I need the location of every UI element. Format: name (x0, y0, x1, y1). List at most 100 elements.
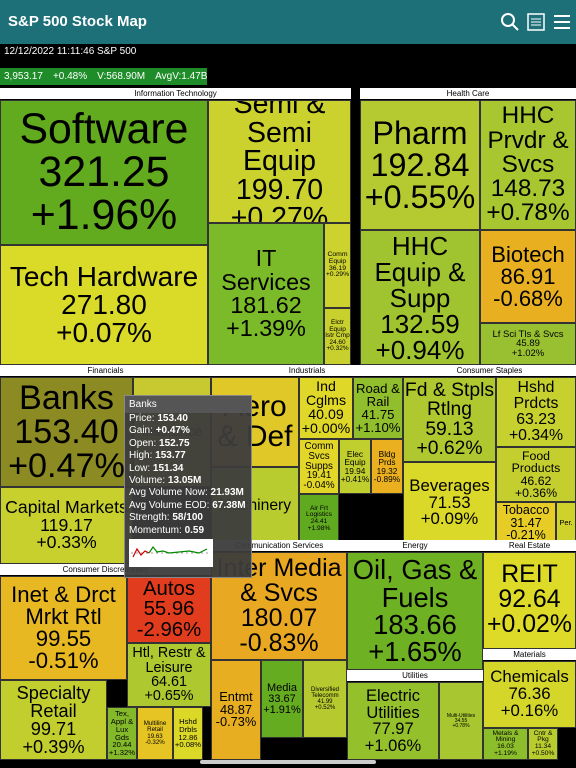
tile-name: Multiline Retail (143, 720, 167, 734)
sector-tile[interactable]: Htl, Restr & Leisure 64.61 +0.65% (127, 643, 211, 707)
sector-tile[interactable]: IT Services 181.62 +1.39% (208, 223, 324, 365)
sector-tile[interactable]: Entmt 48.87 -0.73% (211, 660, 261, 760)
sector-tile[interactable]: Ind Cglms 40.09 +0.00% (299, 377, 353, 439)
tooltip-value: 67.38M (212, 499, 246, 511)
sector-tile[interactable]: Elec Equip 19.94 +0.41% (339, 439, 371, 494)
sector-tile[interactable]: Air Frt Logistics 24.41 +1.98% (299, 494, 339, 544)
ticker-item: V:568.90M (97, 71, 146, 82)
sector-tile[interactable]: Elctr Equip Istr Cmp 24.60 +0.32% (324, 308, 351, 365)
tile-price: 46.62 (520, 473, 552, 488)
tile-change: +0.16% (500, 700, 559, 720)
tooltip-label: Avg Volume EOD: (129, 499, 210, 511)
tile-change: +1.39% (226, 315, 306, 342)
sector-tile[interactable]: Tex, Appl & Lux Gds 20.44 +1.32% (107, 707, 137, 760)
sector-tile[interactable]: Diversified Telecomm 41.99 +0.52% (303, 660, 347, 738)
sector-tile[interactable]: Food Products 46.62 +0.36% (496, 447, 576, 502)
sector-tile[interactable]: Comm Equip 36.19 +0.29% (324, 223, 351, 308)
sector-tile[interactable]: Specialty Retail 99.71 +0.39% (0, 680, 107, 760)
sector-tile[interactable]: Banks 153.40 +0.47% (0, 377, 133, 487)
tile-change: -0.21% (506, 528, 546, 543)
sector-tile[interactable]: Lf Sci Tls & Svcs 45.89 +1.02% (480, 323, 576, 365)
tooltip: Banks Price: 153.40 Gain: +0.47% Open: 152… (124, 395, 252, 578)
tile-name: Cntr & Pkg (533, 729, 553, 744)
search-icon[interactable] (500, 12, 520, 32)
sector-tile[interactable]: Tobacco 31.47 -0.21% (496, 502, 556, 544)
tile-price: 86.91 (500, 263, 556, 289)
tooltip-label: Volume: (129, 475, 166, 487)
tile-name: Fd & Stpls Rtlng (404, 379, 495, 421)
ticker-item: AvgV:1.47B (155, 71, 208, 82)
sector-tile[interactable]: Oil, Gas & Fuels 183.66 +1.65% (347, 552, 483, 670)
tile-price: 99.55 (35, 626, 92, 651)
tile-name: Oil, Gas & Fuels (352, 554, 478, 613)
sector-tile[interactable]: Biotech 86.91 -0.68% (480, 230, 576, 323)
tile-change: +1.91% (263, 703, 301, 716)
sparkline (129, 539, 213, 567)
tile-price: 19.32 (376, 465, 398, 476)
tile-change: -0.73% (215, 714, 257, 730)
tile-price: 59.13 (425, 418, 474, 440)
sector-tile[interactable]: Media 33.67 +1.91% (261, 660, 303, 738)
sector-tile[interactable]: Fd & Stpls Rtlng 59.13 +0.62% (403, 377, 496, 462)
app-title: S&P 500 Stock Map (8, 13, 147, 30)
tooltip-row: Strength: 58/100 (125, 512, 251, 524)
tile-price: 45.89 (516, 338, 540, 350)
sector-tile[interactable]: Inet & Drct Mrkt Rtl 99.55 -0.51% (0, 576, 127, 680)
sector-tile[interactable]: Hshd Drbls 12.86 +0.08% (173, 707, 203, 760)
tile-price: 181.62 (230, 292, 302, 318)
tile-change: +1.65% (368, 636, 462, 668)
sector-tile[interactable]: Bldg Prds 19.32 -0.89% (371, 439, 403, 494)
tile-price: 24.60 (329, 338, 346, 346)
sector-tile[interactable]: Electric Utilities 77.97 +1.06% (347, 682, 439, 760)
tooltip-label: Low: (129, 462, 151, 474)
tile-name: Tobacco (502, 503, 550, 518)
sector-tile[interactable]: HHC Equip & Supp 132.59 +0.94% (360, 230, 480, 365)
tile-name: HHC Equip & Supp (374, 230, 466, 313)
sector-tile[interactable]: REIT 92.64 +0.02% (483, 552, 576, 649)
tooltip-row: Gain: +0.47% (125, 425, 251, 437)
tile-name: REIT (501, 561, 558, 589)
tile-change: +0.65% (144, 688, 194, 705)
sector-tile[interactable]: HHC Prvdr & Svcs 148.73 +0.78% (480, 100, 576, 230)
sector-tile[interactable]: Hshd Prdcts 63.23 +0.34% (496, 377, 576, 447)
list-icon[interactable] (526, 12, 546, 32)
sector-header: Consumer Staples (403, 365, 576, 376)
tile-name: Comm Equip (327, 250, 348, 265)
tile-change: +1.96% (30, 190, 178, 239)
sector-tile[interactable]: Software 321.25 +1.96% (0, 100, 208, 245)
tile-change: +0.39% (22, 737, 85, 758)
tile-name: Bldg Prds (378, 448, 396, 468)
sector-tile[interactable]: Metals & Mining 16.03 +1.19% (483, 728, 528, 760)
tile-change: -0.32% (145, 738, 165, 746)
sector-tile[interactable]: Autos 55.96 -2.96% (127, 576, 211, 643)
sector-tile[interactable]: Semi & Semi Equip 199.70 +0.27% (208, 100, 351, 223)
sector-tile[interactable]: Capital Markets 119.17 +0.33% (0, 487, 133, 564)
sector-tile[interactable]: Pharm 192.84 +0.55% (360, 100, 480, 230)
tile-name: Autos (143, 578, 195, 600)
sector-tile[interactable]: Multiline Retail 19.63 -0.32% (137, 707, 173, 760)
tooltip-label: Gain: (129, 425, 153, 437)
tile-change: +1.98% (307, 524, 331, 532)
sector-tile[interactable]: Multi-Utilities 34.55 +0.78% (439, 682, 483, 760)
tile-change: +0.33% (36, 532, 97, 553)
tile-name: Banks (19, 378, 114, 417)
sector-tile[interactable]: Cntr & Pkg 11.34 +0.50% (528, 728, 558, 760)
tile-change: +0.55% (364, 179, 476, 216)
tile-price: 33.67 (268, 692, 296, 705)
sector-tile[interactable]: Tech Hardware 271.80 +0.07% (0, 245, 208, 365)
tile-price: 12.86 (178, 732, 198, 742)
tile-price: 180.07 (240, 604, 318, 632)
sector-tile[interactable]: Road & Rail 41.75 +1.10% (353, 377, 403, 439)
tile-price: 19.41 (306, 470, 332, 482)
tile-price: 11.34 (534, 743, 552, 750)
sector-tile[interactable]: Per. (556, 502, 576, 544)
sector-tile[interactable]: Beverages 71.53 +0.09% (403, 462, 496, 544)
menu-icon[interactable] (552, 12, 572, 32)
tile-change: +0.00% (301, 421, 351, 438)
tile-change: +1.02% (511, 347, 545, 359)
sector-tile[interactable]: Comm Svcs Supps 19.41 -0.04% (299, 439, 339, 494)
tooltip-label: High: (129, 450, 153, 462)
sector-tile[interactable]: Chemicals 76.36 +0.16% (483, 661, 576, 728)
tile-change: +1.32% (108, 747, 136, 757)
tooltip-row: Avg Volume Now: 21.93M (125, 487, 251, 499)
